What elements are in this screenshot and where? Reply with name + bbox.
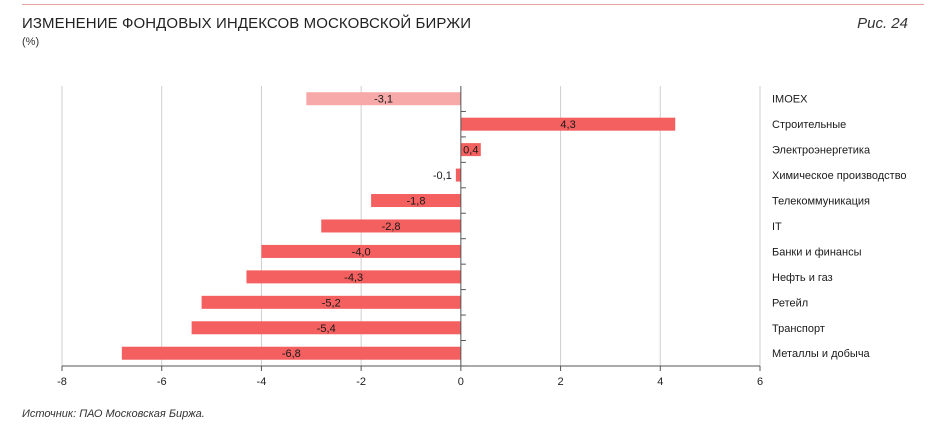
bar <box>306 92 461 106</box>
bar-value-label: -0,1 <box>433 170 452 182</box>
chart-unit: (%) <box>22 36 40 48</box>
category-label: Нефть и газ <box>772 272 833 284</box>
bar-value-label: -4,3 <box>344 272 363 284</box>
bar-value-label: 0,4 <box>463 145 478 157</box>
bar <box>460 117 676 131</box>
x-tick-label: -8 <box>57 376 67 388</box>
category-label: Электроэнергетика <box>772 145 871 157</box>
x-tick-label: 2 <box>558 376 564 388</box>
bar <box>455 168 461 182</box>
bar <box>371 194 461 208</box>
bars <box>121 92 676 360</box>
bar <box>460 143 481 157</box>
figure-label: Рис. 24 <box>857 15 908 32</box>
bar-value-label: -5,2 <box>322 297 341 309</box>
category-label: Транспорт <box>772 323 825 335</box>
bar-value-label: -5,4 <box>317 323 336 335</box>
x-tick-label: 4 <box>657 376 663 388</box>
bar-value-label: -4,0 <box>352 246 371 258</box>
category-label: IMOEX <box>772 94 808 106</box>
bar-value-label: -1,8 <box>407 196 426 208</box>
bar-value-label: -2,8 <box>382 221 401 233</box>
chart-title: ИЗМЕНЕНИЕ ФОНДОВЫХ ИНДЕКСОВ МОСКОВСКОЙ Б… <box>22 15 472 32</box>
category-label: Телекоммуникация <box>772 196 870 208</box>
labels: -8 -6 -4 -2 0 2 4 6 -3,1 IMOEX 4,3 Строительные 0,4 Э… <box>57 94 906 388</box>
category-label: IT <box>772 221 782 233</box>
bar <box>261 244 461 258</box>
bar <box>321 219 461 233</box>
x-tick-label: -2 <box>356 376 366 388</box>
x-tick-label: 6 <box>757 376 763 388</box>
category-label: Банки и финансы <box>772 246 862 258</box>
bar-value-label: -6,8 <box>282 348 301 360</box>
axes <box>61 86 761 371</box>
top-rule <box>22 4 924 5</box>
bar <box>201 295 461 309</box>
source-note: Источник: ПАО Московская Биржа. <box>22 408 205 420</box>
bar-value-label: -3,1 <box>374 94 393 106</box>
bar <box>191 321 461 335</box>
category-label: Металлы и добыча <box>772 348 871 360</box>
x-tick-label: -6 <box>157 376 167 388</box>
category-label: Строительные <box>772 119 846 131</box>
bar <box>246 270 461 284</box>
category-label: Ретейл <box>772 297 808 309</box>
x-tick-label: -4 <box>257 376 267 388</box>
bar <box>121 346 461 360</box>
bar-value-label: 4,3 <box>560 119 575 131</box>
x-tick-label: 0 <box>458 376 464 388</box>
category-label: Химическое производство <box>772 170 907 182</box>
